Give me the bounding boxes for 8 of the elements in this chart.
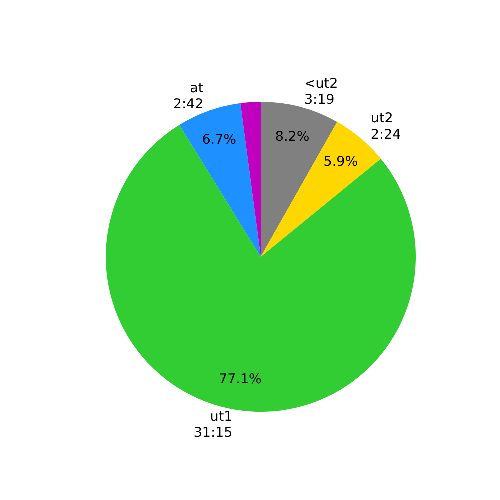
data-label: 77.1% (219, 371, 262, 388)
data-label: 6.7% (202, 132, 237, 148)
slice-label: at 2:42 (173, 80, 204, 112)
data-label: 5.9% (324, 154, 358, 170)
slice-label: <ut2 3:19 (304, 76, 338, 108)
slice-label: ut1 31:15 (194, 409, 233, 442)
data-label: 8.2% (275, 129, 310, 146)
slice-label: ut2 2:24 (370, 110, 402, 143)
